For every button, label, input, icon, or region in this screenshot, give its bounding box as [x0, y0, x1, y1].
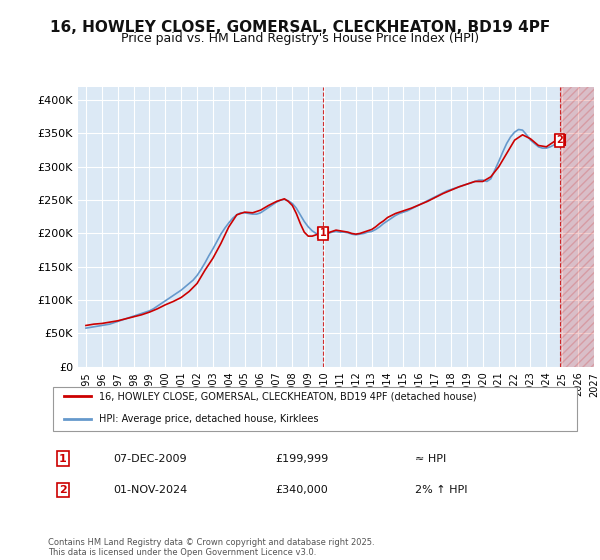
Text: 16, HOWLEY CLOSE, GOMERSAL, CLECKHEATON, BD19 4PF: 16, HOWLEY CLOSE, GOMERSAL, CLECKHEATON,… [50, 20, 550, 35]
Text: 2: 2 [59, 485, 67, 495]
FancyBboxPatch shape [53, 387, 577, 431]
Text: 2% ↑ HPI: 2% ↑ HPI [415, 485, 468, 495]
Text: 01-NOV-2024: 01-NOV-2024 [113, 485, 187, 495]
Bar [560, 87, 594, 367]
Text: 2: 2 [556, 135, 563, 145]
Text: 07-DEC-2009: 07-DEC-2009 [113, 454, 187, 464]
Text: HPI: Average price, detached house, Kirklees: HPI: Average price, detached house, Kirk… [100, 414, 319, 424]
Text: 1: 1 [59, 454, 67, 464]
Text: £340,000: £340,000 [275, 485, 328, 495]
Text: Contains HM Land Registry data © Crown copyright and database right 2025.
This d: Contains HM Land Registry data © Crown c… [48, 538, 374, 557]
Text: £199,999: £199,999 [275, 454, 328, 464]
Text: 1: 1 [319, 228, 326, 239]
Text: Price paid vs. HM Land Registry's House Price Index (HPI): Price paid vs. HM Land Registry's House … [121, 32, 479, 45]
Text: ≈ HPI: ≈ HPI [415, 454, 446, 464]
Text: 16, HOWLEY CLOSE, GOMERSAL, CLECKHEATON, BD19 4PF (detached house): 16, HOWLEY CLOSE, GOMERSAL, CLECKHEATON,… [100, 391, 477, 401]
